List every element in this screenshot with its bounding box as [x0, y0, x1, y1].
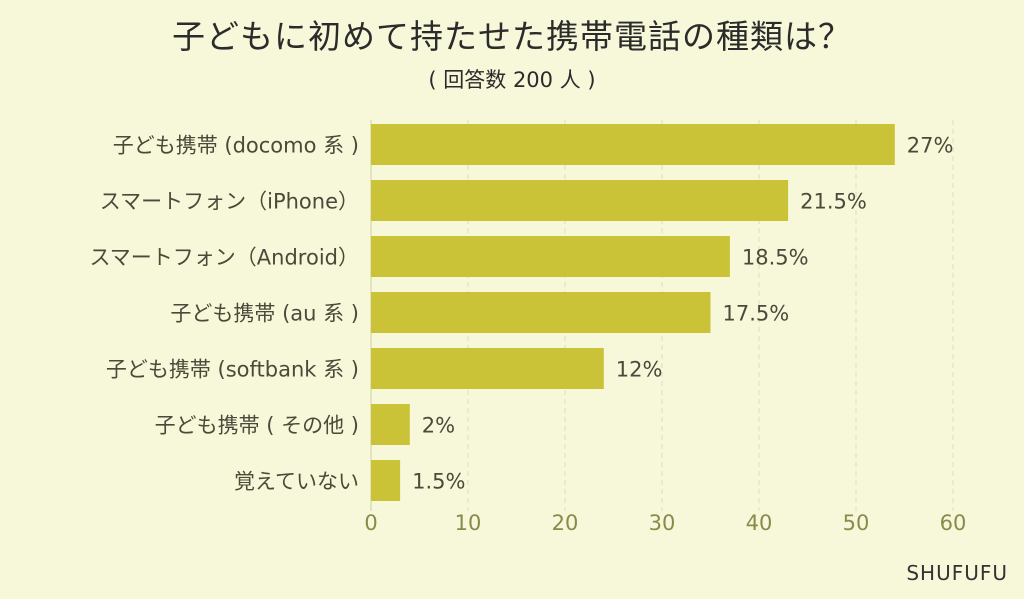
category-label-4: 子ども携帯 (softbank 系 ) — [106, 358, 359, 382]
x-tick-label-60: 60 — [940, 511, 967, 535]
x-tick-label-40: 40 — [746, 511, 773, 535]
x-tick-label-0: 0 — [364, 511, 377, 535]
bar-1 — [371, 180, 789, 221]
category-label-1: スマートフォン（iPhone） — [100, 190, 359, 214]
x-tick-label-50: 50 — [843, 511, 870, 535]
value-label-0: 27% — [907, 134, 954, 158]
category-label-6: 覚えていない — [234, 470, 359, 494]
bar-3 — [371, 292, 711, 333]
value-label-5: 2% — [422, 414, 455, 438]
x-tick-label-30: 30 — [649, 511, 676, 535]
chart-title: 子どもに初めて持たせた携帯電話の種類は？ — [172, 17, 852, 56]
bar-6 — [371, 460, 401, 501]
value-label-1: 21.5% — [800, 190, 867, 214]
category-label-5: 子ども携帯 ( その他 ) — [155, 414, 359, 438]
value-label-6: 1.5% — [412, 470, 465, 494]
value-label-4: 12% — [616, 358, 663, 382]
chart-subtitle: ( 回答数 200 人 ) — [428, 68, 596, 92]
value-label-3: 17.5% — [723, 302, 790, 326]
value-label-2: 18.5% — [742, 246, 809, 270]
watermark-logo: SHUFUFU — [906, 561, 1008, 585]
category-label-0: 子ども携帯 (docomo 系 ) — [113, 134, 359, 158]
x-tick-label-20: 20 — [552, 511, 579, 535]
bar-0 — [371, 124, 895, 165]
bar-2 — [371, 236, 730, 277]
x-tick-label-10: 10 — [455, 511, 482, 535]
bar-4 — [371, 348, 604, 389]
bar-5 — [371, 404, 410, 445]
category-label-2: スマートフォン（Android） — [89, 246, 359, 270]
category-label-3: 子ども携帯 (au 系 ) — [170, 302, 359, 326]
